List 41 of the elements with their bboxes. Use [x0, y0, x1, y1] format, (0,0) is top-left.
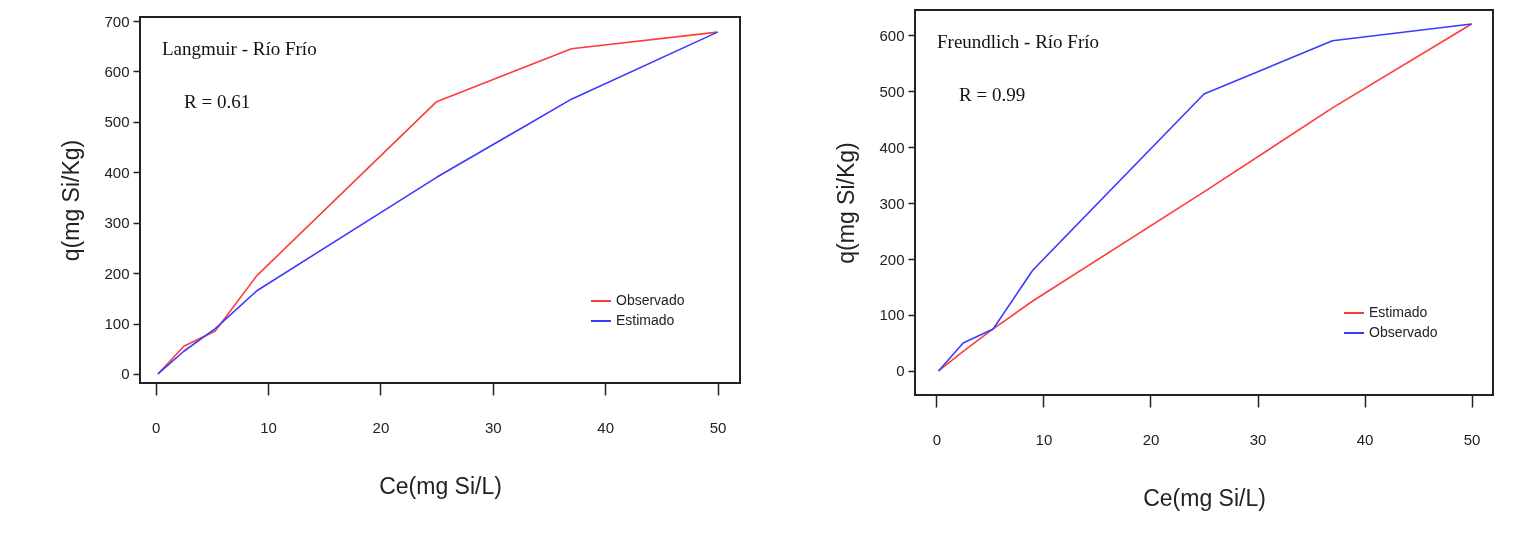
y-tick-label: 700 — [104, 12, 130, 30]
y-tick-label: 500 — [104, 113, 130, 131]
y-tick-label: 0 — [896, 362, 905, 380]
x-tick-label: 20 — [1142, 430, 1160, 448]
x-axis-title: Ce(mg Si/L) — [1143, 484, 1266, 511]
x-axis-title: Ce(mg Si/L) — [379, 472, 502, 499]
x-tick-label: 50 — [709, 418, 727, 436]
y-tick-label: 0 — [121, 365, 130, 383]
legend-label: Observado — [616, 292, 685, 308]
x-tick-label: 0 — [932, 430, 942, 448]
legend-label: Estimado — [1369, 304, 1428, 320]
y-tick-label: 500 — [879, 82, 905, 100]
y-tick-label: 300 — [104, 214, 130, 232]
x-tick-label: 40 — [1356, 430, 1374, 448]
x-tick-label: 10 — [260, 418, 277, 436]
y-tick-label: 300 — [879, 194, 905, 212]
y-tick-label: 100 — [104, 315, 130, 333]
x-tick-label: 50 — [1463, 430, 1481, 448]
annotation: R = 0.99 — [959, 84, 1026, 105]
y-tick-label: 400 — [104, 163, 130, 181]
y-axis-title: q(mg Si/Kg) — [58, 139, 85, 262]
x-tick-label: 30 — [1249, 430, 1267, 448]
y-tick-label: 400 — [879, 138, 905, 156]
annotation: Freundlich - Río Frío — [937, 31, 1100, 52]
annotation: Langmuir - Río Frío — [162, 38, 317, 59]
x-tick-label: 0 — [152, 418, 161, 436]
y-tick-label: 600 — [879, 26, 905, 44]
y-axis-title: q(mg Si/Kg) — [833, 142, 860, 264]
x-tick-label: 20 — [372, 418, 390, 436]
legend-label: Estimado — [616, 312, 675, 328]
y-tick-label: 200 — [879, 250, 905, 268]
line-series — [937, 23, 1473, 372]
x-tick-label: 10 — [1035, 430, 1053, 448]
y-tick-label: 200 — [104, 264, 130, 282]
y-tick-label: 100 — [879, 306, 905, 324]
x-tick-label: 30 — [484, 418, 502, 436]
x-tick-label: 40 — [597, 418, 615, 436]
annotation: R = 0.61 — [184, 91, 251, 112]
line-series — [157, 31, 719, 375]
y-tick-label: 600 — [104, 62, 130, 80]
legend-label: Observado — [1369, 324, 1438, 340]
